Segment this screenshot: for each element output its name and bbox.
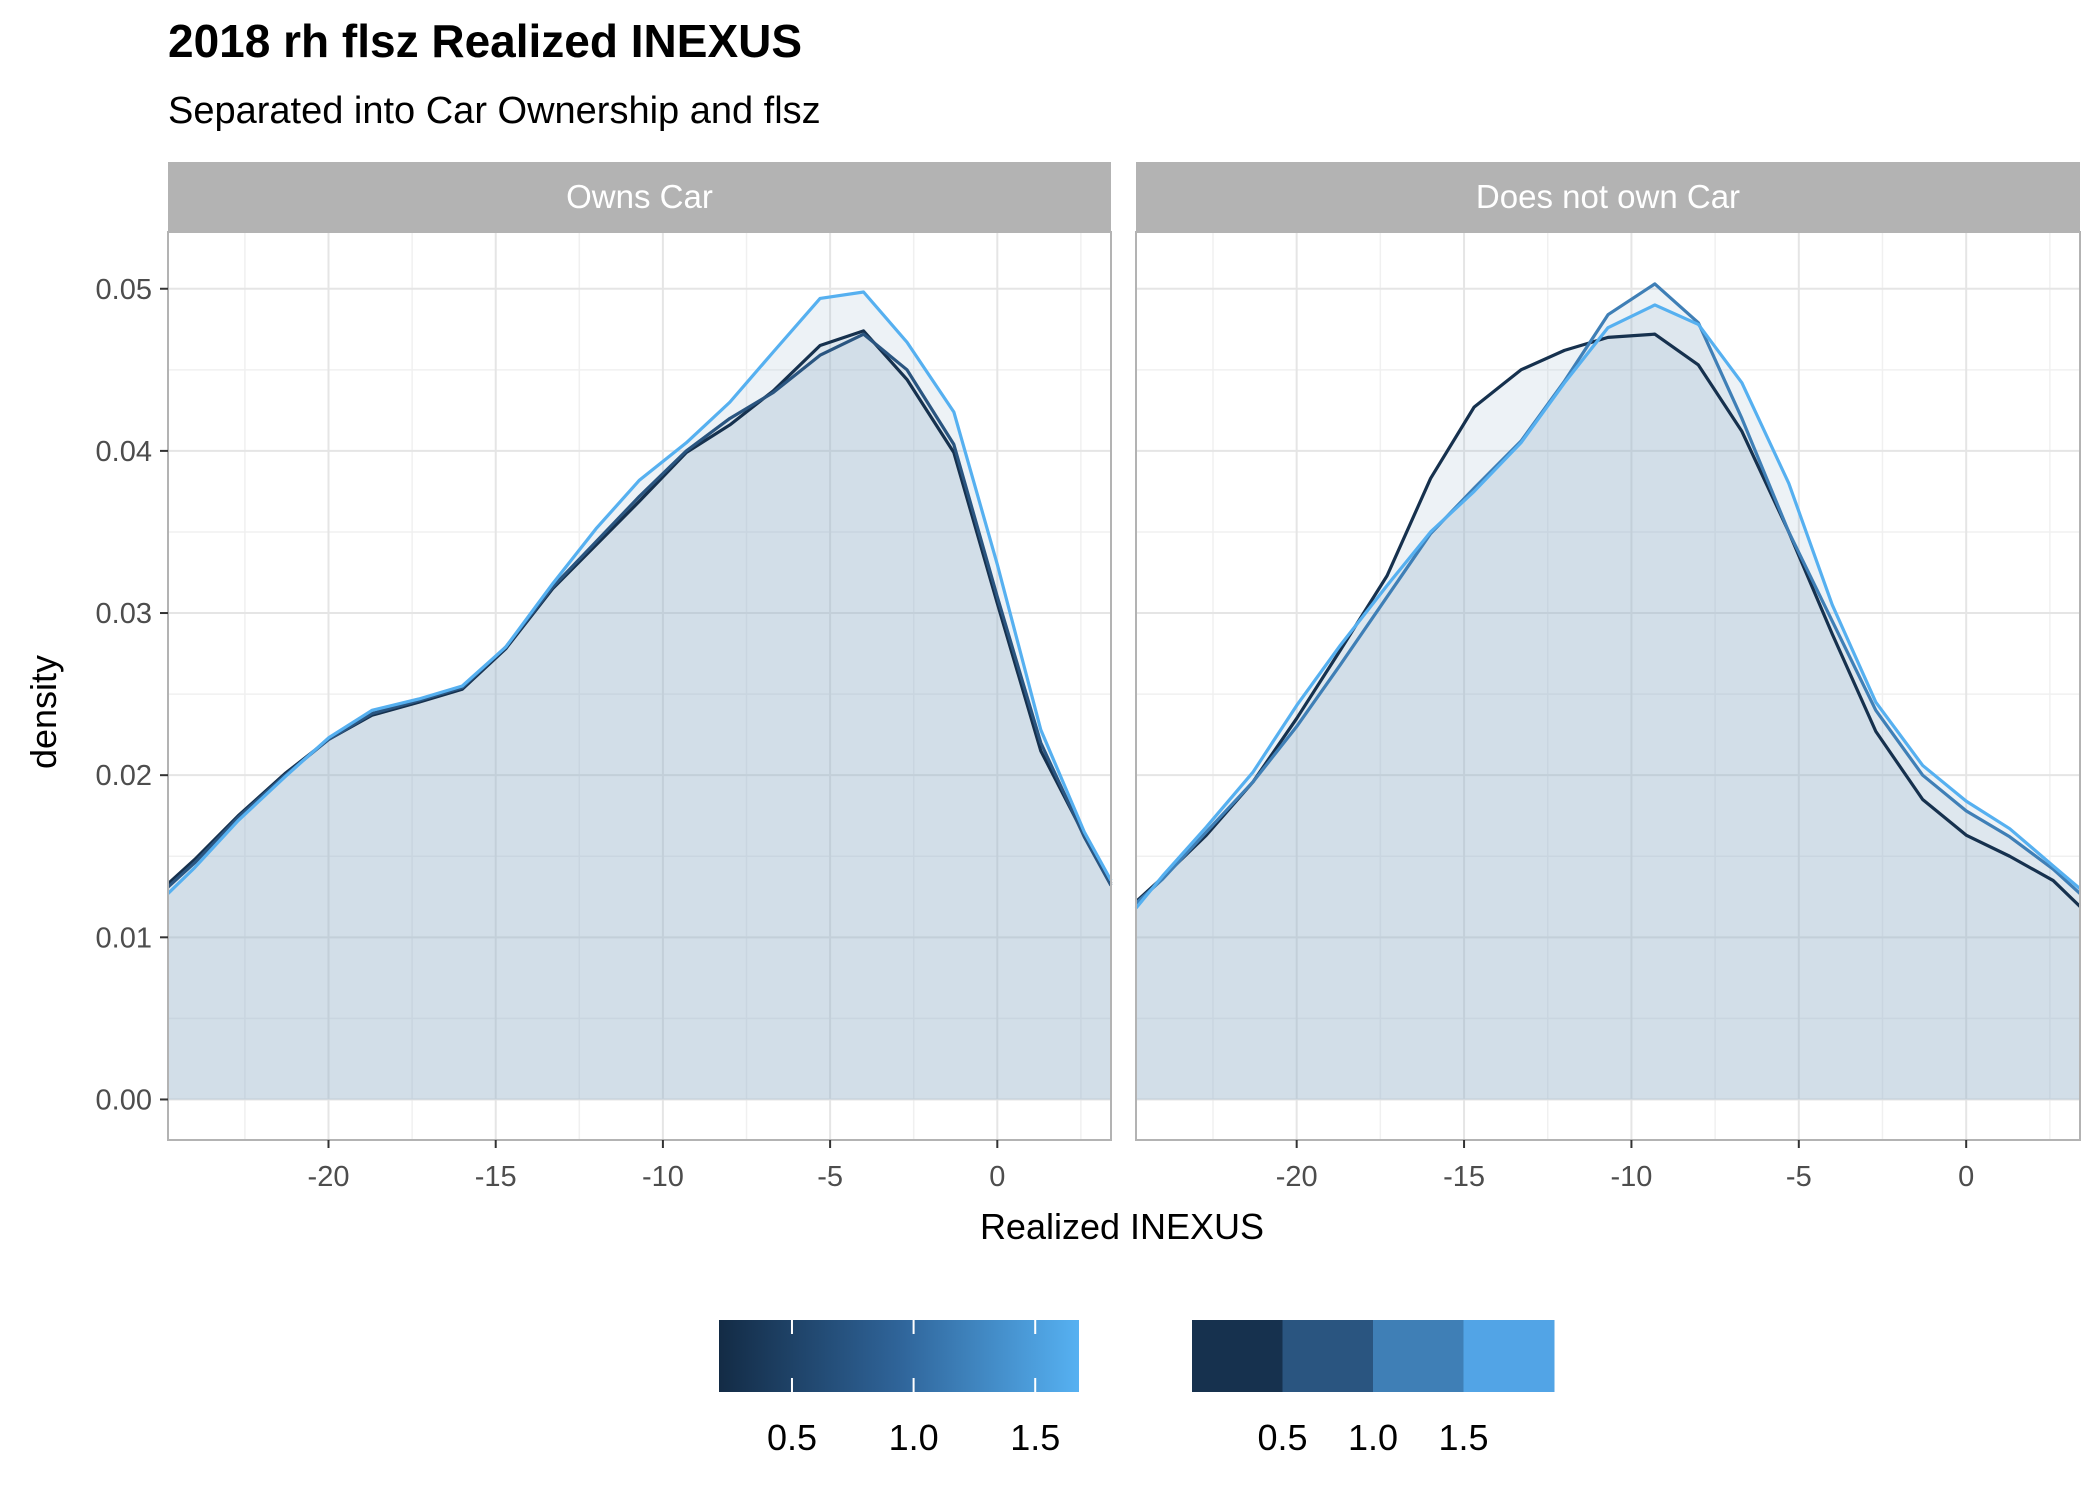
- legend-swatch-label: 1.0: [1348, 1417, 1398, 1458]
- x-tick-label: -5: [817, 1161, 843, 1193]
- density-area-fill: [168, 330, 1111, 1100]
- facet-strip: [1136, 162, 2080, 232]
- density-area-fill: [1136, 283, 2080, 1100]
- density-area-fill: [168, 334, 1111, 1100]
- facet-panel-2: Does not own Car -20 -15 -10 -5 0: [1134, 162, 2082, 1193]
- density-area-fill: [1136, 304, 2080, 1100]
- y-tick-label: 0.01: [96, 922, 152, 954]
- density-area-fill: [168, 291, 1111, 1100]
- facets-layer: Owns Car -20 -15 -10 -5 0 0.00 0.01 0.02 0.03 0.04…: [96, 162, 2082, 1193]
- legend-swatch: [1192, 1320, 1283, 1392]
- legend-swatch: [1463, 1320, 1555, 1392]
- facet-panel-1: Owns Car -20 -15 -10 -5 0 0.00 0.01 0.02 0.03 0.04…: [96, 162, 1113, 1193]
- legend-swatch-label: 0.5: [1257, 1417, 1307, 1458]
- facet-strip: [168, 162, 1111, 232]
- facet-strip-label: Owns Car: [566, 178, 713, 215]
- density-area-fill: [1136, 334, 2080, 1100]
- legend-layer: 0.5 1.0 1.5 0.5 1.0 1.5: [719, 1320, 1555, 1458]
- panel-border: [167, 231, 1112, 1141]
- y-tick-label: 0.05: [96, 274, 152, 306]
- x-tick-label: -10: [642, 1161, 684, 1193]
- colorbar-label: 1.5: [1010, 1417, 1060, 1458]
- x-axis-title: Realized INEXUS: [980, 1206, 1264, 1247]
- density-line: [166, 290, 1113, 895]
- y-tick-label: 0.04: [96, 436, 152, 468]
- y-tick-label: 0.00: [96, 1084, 152, 1116]
- density-line: [1134, 282, 2082, 905]
- colorbar-label: 0.5: [767, 1417, 817, 1458]
- colorbar: [719, 1320, 1079, 1392]
- x-tick-label: -5: [1786, 1161, 1812, 1193]
- x-tick-label: -15: [1443, 1161, 1485, 1193]
- panel-border: [1135, 231, 2081, 1141]
- density-line: [1134, 332, 2082, 908]
- x-tick-label: -20: [1276, 1161, 1318, 1193]
- facet-strip-label: Does not own Car: [1476, 178, 1740, 215]
- y-tick-label: 0.02: [96, 760, 152, 792]
- legend-swatch-label: 1.5: [1438, 1417, 1488, 1458]
- y-tick-label: 0.03: [96, 598, 152, 630]
- legend-swatch: [1282, 1320, 1374, 1392]
- y-axis-title: density: [23, 655, 64, 769]
- x-tick-label: 0: [989, 1161, 1005, 1193]
- x-tick-label: 0: [1958, 1161, 1974, 1193]
- chart-title: 2018 rh flsz Realized INEXUS: [168, 15, 803, 67]
- x-tick-label: -20: [308, 1161, 350, 1193]
- legend-swatch: [1373, 1320, 1464, 1392]
- chart-subtitle: Separated into Car Ownership and flsz: [168, 90, 821, 132]
- x-tick-label: -15: [475, 1161, 517, 1193]
- colorbar-label: 1.0: [889, 1417, 939, 1458]
- density-line: [1134, 303, 2082, 910]
- x-tick-label: -10: [1610, 1161, 1652, 1193]
